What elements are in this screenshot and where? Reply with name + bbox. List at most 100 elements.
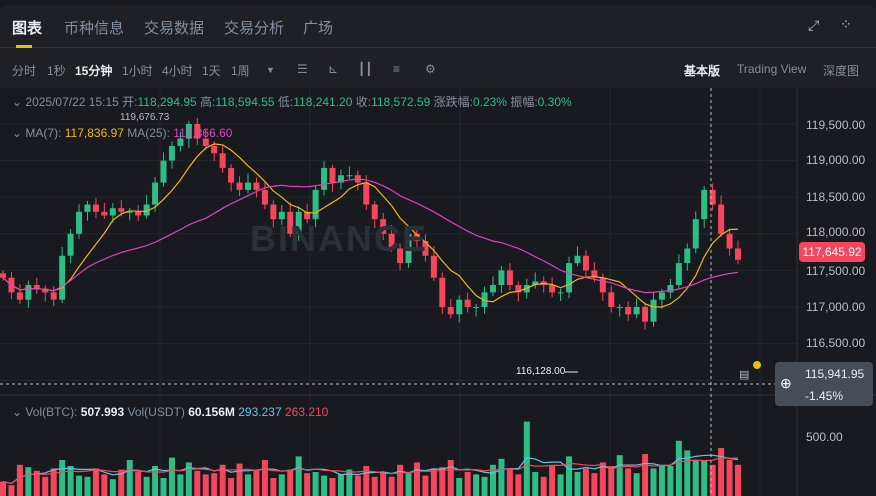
price-tick: 117,000.00 [806, 300, 866, 314]
candle-body [270, 204, 277, 220]
candle-body [506, 270, 513, 286]
volume-bar [25, 467, 32, 496]
low-value: 118,241.20 [293, 95, 353, 109]
volume-bar [261, 460, 268, 496]
change-label: 涨跌幅: [433, 95, 473, 109]
candle-body [126, 211, 133, 213]
candle-body [33, 285, 40, 289]
interval-1d[interactable]: 1天 [202, 64, 221, 78]
candle-body [667, 285, 674, 293]
candle-body [50, 292, 57, 300]
open-value: 118,294.95 [137, 95, 197, 109]
candlestick-chart[interactable]: BINANCE ⌄ 2025/07/22 15:15 开:118,294.95 … [0, 88, 876, 496]
chart-canvas[interactable] [0, 88, 876, 496]
volume-bar [625, 468, 632, 496]
volume-bar [202, 474, 209, 496]
volume-bar [490, 464, 496, 496]
chart-settings-list-icon[interactable]: ≡ [393, 62, 401, 76]
candle-body [84, 204, 91, 212]
candle-body [253, 182, 260, 190]
view-tradingview[interactable]: Trading View [737, 62, 807, 76]
volume-bar [397, 464, 404, 496]
candle-body [143, 204, 150, 216]
tab-trade-analysis[interactable]: 交易分析 [224, 20, 285, 37]
volume-bar [168, 457, 175, 496]
tab-chart[interactable]: 图表 [12, 20, 43, 37]
volume-bar [59, 460, 66, 496]
volume-bar [92, 468, 99, 496]
candle-body [549, 285, 556, 293]
drawing-icon[interactable]: ⊾ [328, 62, 339, 76]
collapse-icon[interactable]: ⌄ [12, 126, 23, 140]
interval-1w[interactable]: 1周 [231, 64, 250, 78]
candle-body [295, 211, 302, 234]
vol-btc-value: 507.993 [80, 405, 125, 419]
volume-bar [101, 474, 108, 496]
volume-bar [295, 456, 302, 496]
volume-bar [456, 478, 463, 496]
candle-body [574, 255, 581, 264]
ma25-line [2, 178, 739, 294]
add-alert-icon[interactable]: ⊕ [780, 375, 792, 391]
interval-1h[interactable]: 1小时 [122, 64, 153, 78]
tab-square[interactable]: 广场 [303, 20, 334, 37]
collapse-icon[interactable]: ⌄ [12, 405, 23, 419]
volume-bar [42, 476, 49, 496]
chart-toolbar: 分时 1秒 15分钟 1小时 4小时 1天 1周 ▼ ☰ ⊾ ┃┃ ≡ ⚙ 基本… [0, 48, 876, 88]
volume-bar [633, 473, 640, 496]
interval-4h[interactable]: 4小时 [162, 64, 193, 78]
candle-body [498, 270, 505, 286]
note-icon[interactable]: ▤ [739, 369, 750, 381]
volume-bar [405, 473, 412, 496]
candle-type-icon[interactable]: ┃┃ [358, 62, 373, 76]
candle-body [202, 138, 209, 146]
more-intervals-dropdown-icon[interactable]: ▼ [266, 65, 275, 75]
volume-bar [532, 472, 539, 496]
price-tick: 117,500.00 [806, 264, 866, 278]
tab-coin-info[interactable]: 币种信息 [64, 20, 125, 37]
interval-1s[interactable]: 1秒 [47, 64, 66, 78]
volume-tick: 500.00 [806, 430, 843, 444]
volume-bar [523, 421, 530, 496]
volume-bar [76, 475, 83, 496]
candle-body [321, 167, 328, 190]
view-basic[interactable]: 基本版 [684, 64, 721, 78]
volume-bar [709, 464, 716, 496]
candle-body [346, 175, 353, 177]
volume-bar [371, 476, 378, 496]
candle-body [735, 248, 741, 260]
volume-bar [667, 466, 674, 496]
candle-body [515, 285, 522, 293]
volume-bar [245, 474, 251, 496]
indicator-icon[interactable]: ☰ [297, 62, 308, 76]
crosshair-price: 115,941.95 [805, 367, 865, 381]
price-tick: 119,500.00 [806, 118, 866, 132]
gear-icon[interactable]: ⚙ [425, 62, 436, 76]
volume-bar [228, 478, 235, 496]
volume-bar [0, 481, 6, 496]
expand-icon[interactable]: ⤢ [808, 17, 820, 33]
layout-icon[interactable]: ⁘ [840, 16, 852, 32]
vol-usdt-label: Vol(USDT) [127, 405, 185, 419]
interval-time[interactable]: 分时 [12, 64, 37, 78]
candle-body [245, 182, 251, 190]
candle-body [380, 219, 387, 234]
collapse-icon[interactable]: ⌄ [12, 95, 23, 109]
volume-ma-line [2, 454, 739, 485]
view-depth[interactable]: 深度图 [823, 64, 860, 78]
candle-body [473, 307, 480, 308]
volume-bar [464, 472, 471, 496]
tab-trade-data[interactable]: 交易数据 [144, 20, 205, 37]
volume-bar [67, 466, 74, 496]
volume-bar [177, 474, 184, 496]
active-tab-indicator [16, 45, 32, 48]
volume-bar [642, 454, 649, 496]
candle-body [447, 307, 454, 315]
interval-15m[interactable]: 15分钟 [75, 64, 113, 78]
volume-bar [599, 462, 606, 496]
volume-bar [152, 466, 159, 496]
ma7-value: 117,836.97 [64, 126, 124, 140]
candle-body [211, 145, 218, 154]
candle-body [16, 292, 23, 300]
volume-bar [439, 467, 446, 496]
